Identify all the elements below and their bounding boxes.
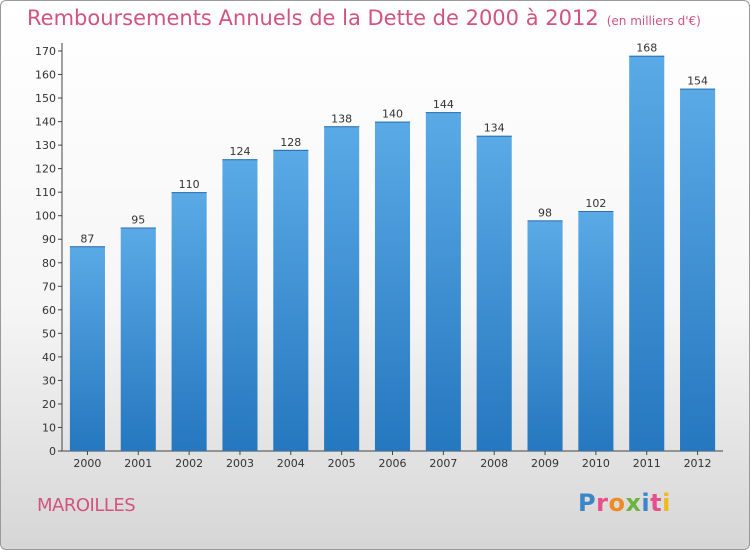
- x-tick-label: 2012: [684, 457, 712, 470]
- y-tick-label: 70: [42, 280, 56, 293]
- x-tick-label: 2007: [429, 457, 457, 470]
- y-tick-label: 110: [35, 186, 56, 199]
- chart-axes: 0 10 20 30 40 50 60 70 80 90 100 110 120 130 140 150 160…: [35, 43, 723, 470]
- bar: [629, 55, 665, 452]
- logo-letter: P: [578, 489, 597, 517]
- y-tick-label: 170: [35, 45, 56, 58]
- bar-value-label: 95: [131, 213, 145, 226]
- bar-value-label: 144: [433, 98, 454, 111]
- bar-value-label: 168: [636, 42, 657, 55]
- logo-letter: o: [608, 489, 626, 517]
- proxiti-logo: Proxiti: [578, 489, 671, 517]
- bar: [578, 211, 614, 451]
- y-tick-label: 150: [35, 92, 56, 105]
- x-tick-label: 2002: [175, 457, 203, 470]
- y-tick-label: 120: [35, 163, 56, 176]
- y-tick-label: 90: [42, 233, 56, 246]
- y-tick-label: 60: [42, 304, 56, 317]
- commune-name: MAROILLES: [37, 495, 136, 516]
- x-tick-label: 2001: [124, 457, 152, 470]
- x-tick-label: 2010: [582, 457, 610, 470]
- y-tick-label: 160: [35, 69, 56, 82]
- y-tick-label: 140: [35, 116, 56, 129]
- bar: [273, 149, 309, 451]
- y-tick-label: 0: [49, 445, 56, 458]
- bar-series: [69, 55, 716, 452]
- bar-value-label: 110: [179, 178, 200, 191]
- chart-title: Remboursements Annuels de la Dette de 20…: [27, 6, 701, 30]
- y-tick-label: 20: [42, 398, 56, 411]
- bar-value-label: 138: [331, 112, 352, 125]
- bar-value-labels: 87 95 110 124 128 138 140 144 134 98 102 168 154: [80, 42, 708, 246]
- x-tick-label: 2000: [73, 457, 101, 470]
- bar: [120, 227, 156, 451]
- bar: [69, 246, 105, 451]
- logo-letter: i: [662, 489, 671, 517]
- y-tick-label: 30: [42, 374, 56, 387]
- logo-letter: t: [650, 489, 663, 517]
- bar: [374, 121, 411, 452]
- x-tick-label: 2011: [633, 457, 661, 470]
- y-tick-label: 80: [42, 257, 56, 270]
- chart-title-text: Remboursements Annuels de la Dette de 20…: [27, 6, 599, 30]
- bar: [425, 112, 461, 452]
- bar: [222, 159, 258, 451]
- y-tick-label: 40: [42, 351, 56, 364]
- bar-value-label: 98: [538, 206, 552, 219]
- bar-value-label: 102: [585, 197, 606, 210]
- x-tick-label: 2005: [328, 457, 356, 470]
- y-tick-label: 100: [35, 210, 56, 223]
- bar-value-label: 154: [687, 75, 708, 88]
- y-tick-label: 50: [42, 327, 56, 340]
- x-tick-label: 2003: [226, 457, 254, 470]
- x-tick-label: 2008: [480, 457, 508, 470]
- x-tick-label: 2004: [277, 457, 305, 470]
- bar-value-label: 140: [382, 108, 403, 121]
- y-tick-label: 10: [42, 421, 56, 434]
- bar: [527, 220, 563, 451]
- bar-value-label: 134: [484, 122, 505, 135]
- y-tick-label: 130: [35, 139, 56, 152]
- x-tick-label: 2009: [531, 457, 559, 470]
- bar-value-label: 124: [229, 145, 250, 158]
- bar-value-label: 128: [280, 136, 301, 149]
- bar: [171, 192, 207, 452]
- logo-letter: x: [625, 489, 642, 517]
- x-tick-label: 2006: [379, 457, 407, 470]
- bar: [476, 135, 512, 452]
- logo-letter: r: [596, 489, 609, 517]
- chart-unit-label: (en milliers d'€): [606, 14, 701, 28]
- bar: [680, 88, 716, 451]
- bar: [324, 126, 360, 451]
- logo-letter: i: [641, 489, 651, 517]
- bar-value-label: 87: [80, 232, 94, 245]
